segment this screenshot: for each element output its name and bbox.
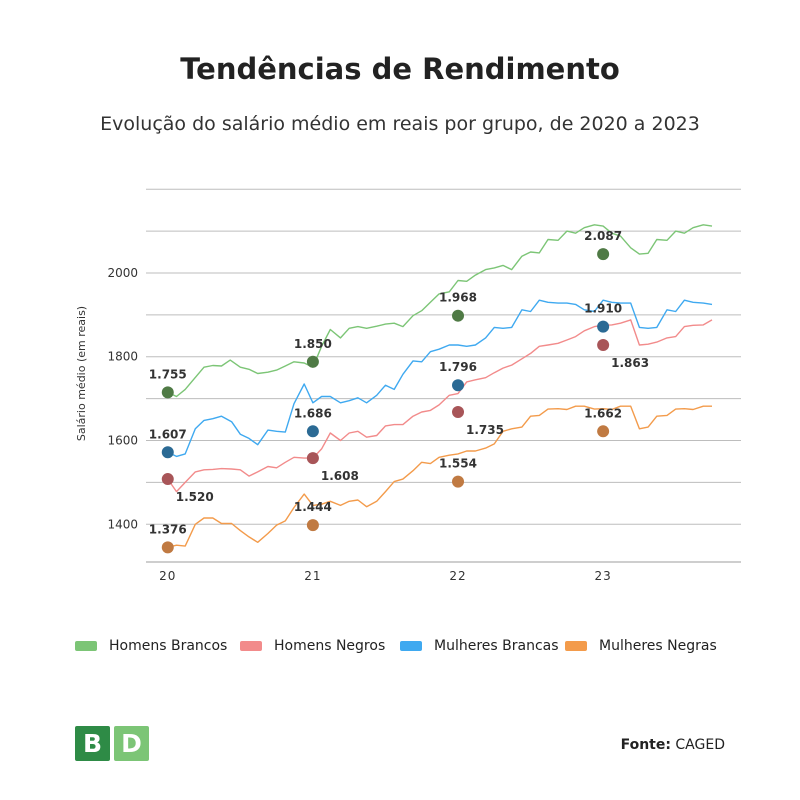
source-note: Fonte: CAGED — [621, 737, 725, 753]
data-point — [452, 309, 465, 322]
legend-label: Mulheres Negras — [599, 638, 717, 654]
data-point — [597, 320, 610, 333]
logo-letter-b: B — [75, 726, 110, 761]
y-tick-label: 1400 — [107, 517, 138, 531]
data-point — [161, 386, 174, 399]
source-value: CAGED — [675, 737, 725, 753]
data-label: 1.607 — [149, 427, 187, 441]
data-point — [597, 339, 610, 352]
chart-title: Tendências de Rendimento — [180, 52, 620, 86]
x-tick-label: 22 — [449, 569, 466, 583]
logo-letter-d: D — [114, 726, 149, 761]
chart-subtitle: Evolução do salário médio em reais por g… — [100, 113, 700, 135]
data-point — [161, 541, 174, 554]
data-point — [306, 425, 319, 438]
y-tick-label: 2000 — [107, 266, 138, 280]
data-point — [306, 355, 319, 368]
legend-swatch — [75, 641, 97, 651]
data-label: 1.968 — [439, 291, 477, 305]
data-point — [597, 248, 610, 261]
series-line — [167, 299, 713, 458]
data-label: 1.755 — [149, 367, 187, 381]
data-label: 1.554 — [439, 457, 477, 471]
data-label: 1.910 — [584, 302, 622, 316]
data-label: 1.662 — [584, 406, 622, 420]
data-label: 1.863 — [611, 356, 649, 370]
legend-label: Homens Negros — [274, 638, 386, 654]
data-label: 1.608 — [321, 469, 359, 483]
data-label: 2.087 — [584, 229, 622, 243]
data-point — [306, 452, 319, 465]
y-tick-label: 1600 — [107, 434, 138, 448]
data-point — [452, 475, 465, 488]
data-point — [597, 425, 610, 438]
legend-item: Mulheres Negras — [565, 638, 717, 654]
data-label: 1.444 — [294, 500, 332, 514]
data-point — [161, 446, 174, 459]
legend-item: Mulheres Brancas — [400, 638, 559, 654]
series-line — [167, 405, 712, 548]
series-line — [167, 319, 713, 493]
x-tick-label: 20 — [159, 569, 176, 583]
data-point — [452, 406, 465, 419]
brand-logo: B D — [75, 726, 149, 761]
legend-swatch — [240, 641, 262, 651]
data-label: 1.376 — [149, 522, 187, 536]
legend-item: Homens Brancos — [75, 638, 227, 654]
data-label: 1.735 — [466, 423, 504, 437]
legend-label: Homens Brancos — [109, 638, 228, 654]
x-tick-label: 21 — [304, 569, 321, 583]
y-axis-label: Salário médio (em reais) — [75, 306, 88, 441]
data-label: 1.796 — [439, 360, 477, 374]
data-label: 1.520 — [176, 490, 214, 504]
legend-swatch — [565, 641, 587, 651]
legend-item: Homens Negros — [240, 638, 385, 654]
data-point — [306, 519, 319, 532]
data-label: 1.686 — [294, 406, 332, 420]
data-point — [452, 379, 465, 392]
y-tick-label: 1800 — [107, 350, 138, 364]
series-line — [167, 224, 713, 398]
source-label: Fonte: — [620, 737, 671, 753]
legend-swatch — [400, 641, 422, 651]
data-point — [161, 473, 174, 486]
data-label: 1.850 — [294, 337, 332, 351]
legend: Homens Brancos Homens Negros Mulheres Bran… — [0, 638, 800, 662]
x-tick-label: 23 — [594, 569, 611, 583]
legend-label: Mulheres Brancas — [434, 638, 559, 654]
